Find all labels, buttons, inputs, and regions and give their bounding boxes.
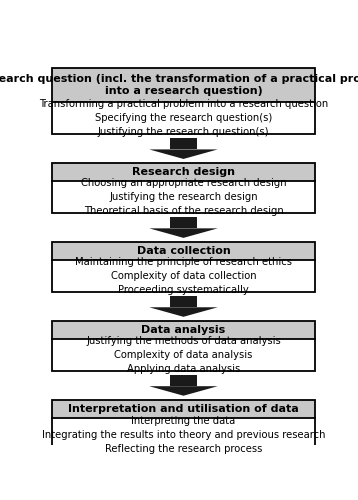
Text: Research question (incl. the transformation of a practical problem
into a resear: Research question (incl. the transformat… xyxy=(0,74,358,96)
Bar xyxy=(170,296,197,308)
Bar xyxy=(52,320,315,339)
Bar xyxy=(52,68,315,134)
Bar xyxy=(170,374,197,386)
Bar xyxy=(52,242,315,260)
Text: Interpreting the data
Integrating the results into theory and previous research
: Interpreting the data Integrating the re… xyxy=(42,416,325,455)
Bar xyxy=(170,216,197,228)
Text: Choosing an appropriate research design
Justifying the research design
Theoretic: Choosing an appropriate research design … xyxy=(81,178,286,216)
Bar xyxy=(52,182,315,213)
Text: Transforming a practical problem into a research question
Specifying the researc: Transforming a practical problem into a … xyxy=(39,99,328,137)
Bar xyxy=(52,339,315,370)
Bar xyxy=(52,242,315,292)
Bar xyxy=(52,400,315,418)
Bar xyxy=(52,163,315,213)
Polygon shape xyxy=(149,150,218,159)
Text: Data collection: Data collection xyxy=(137,246,230,256)
Bar xyxy=(170,138,197,149)
Polygon shape xyxy=(149,228,218,238)
Polygon shape xyxy=(149,386,218,396)
Bar xyxy=(52,400,315,452)
Bar xyxy=(52,102,315,134)
Text: Justifying the methods of data analysis
Complexity of data analysis
Applying dat: Justifying the methods of data analysis … xyxy=(86,336,281,374)
Bar xyxy=(52,320,315,370)
Bar xyxy=(52,260,315,292)
Text: Interpretation and utilisation of data: Interpretation and utilisation of data xyxy=(68,404,299,414)
Text: Maintaining the principle of research ethics
Complexity of data collection
Proce: Maintaining the principle of research et… xyxy=(75,257,292,295)
Text: Data analysis: Data analysis xyxy=(141,325,226,335)
Polygon shape xyxy=(149,308,218,317)
Bar xyxy=(52,418,315,452)
Text: Research design: Research design xyxy=(132,167,235,177)
Bar xyxy=(52,68,315,102)
Bar xyxy=(52,163,315,182)
